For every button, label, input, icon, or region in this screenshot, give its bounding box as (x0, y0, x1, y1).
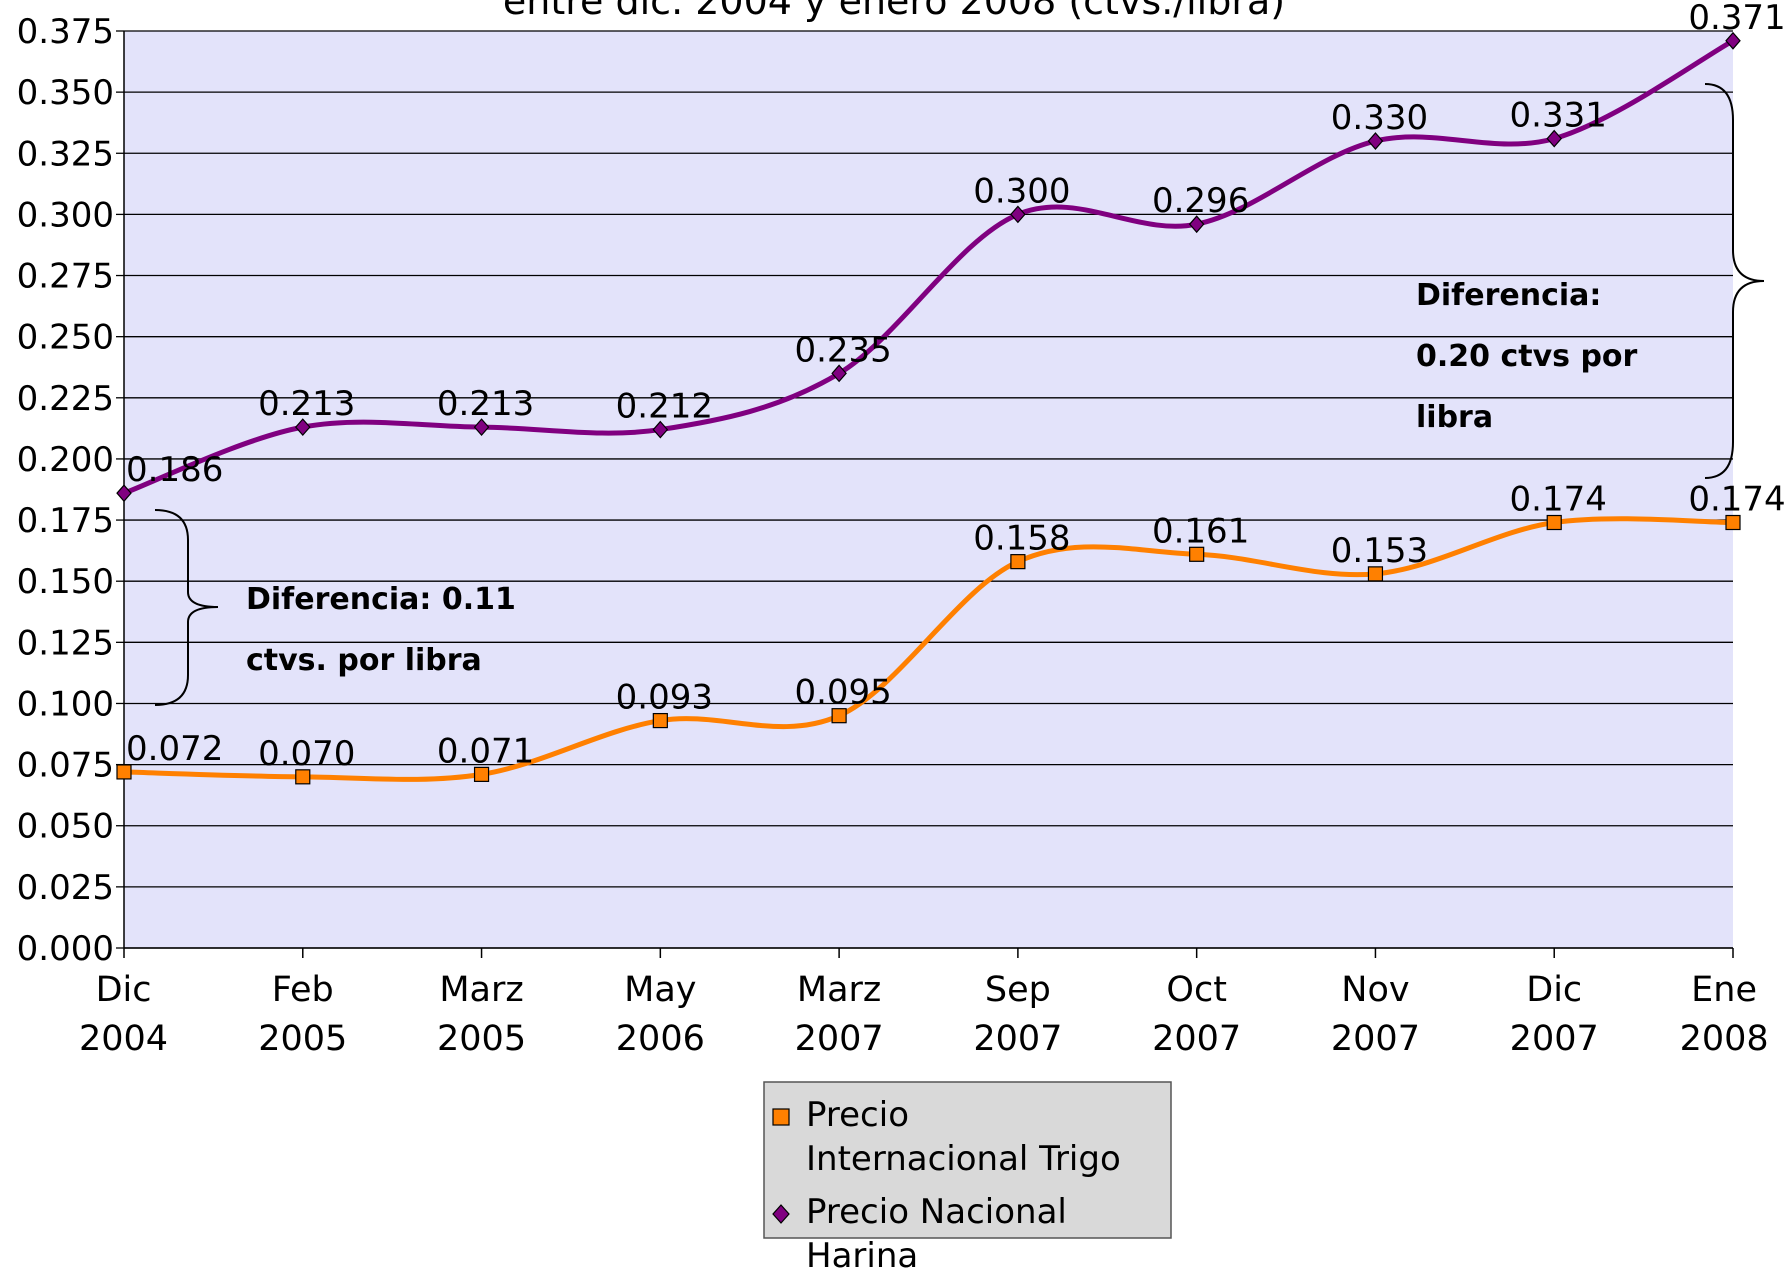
data-label: 0.161 (1152, 511, 1249, 551)
y-tick-label: 0.025 (17, 868, 114, 908)
marker (116, 764, 132, 780)
annotation: Diferencia: (1416, 278, 1601, 313)
marker (1367, 566, 1384, 582)
data-label: 0.213 (437, 384, 534, 424)
y-tick-label: 0.150 (17, 562, 114, 602)
marker (1725, 31, 1741, 50)
x-tick-label: Ene 2008 (1679, 970, 1769, 1059)
x-tick-label: Oct 2007 (1152, 970, 1242, 1059)
legend (763, 1081, 1172, 1239)
x-tick-label: Dic 2004 (79, 970, 169, 1059)
marker (1367, 132, 1384, 150)
marker (652, 712, 668, 729)
annotation: Diferencia: 0.11 (246, 582, 516, 617)
data-label: 0.371 (1688, 0, 1785, 38)
y-tick-label: 0.325 (17, 134, 114, 174)
data-label: 0.158 (973, 519, 1070, 559)
marker (1010, 554, 1026, 570)
y-tick-label: 0.125 (17, 623, 114, 663)
marker (473, 418, 490, 437)
y-tick-label: 0.175 (17, 501, 114, 541)
chart: entre dic. 2004 y enero 2008 (ctvs./libr… (17, 0, 1786, 1239)
data-label: 0.296 (1152, 181, 1249, 221)
brace (154, 509, 219, 706)
data-label: 0.095 (794, 673, 891, 713)
marker (652, 420, 669, 439)
marker (831, 364, 847, 383)
x-tick-label: Sep 2007 (973, 970, 1063, 1059)
marker (1189, 546, 1205, 562)
y-tick-label: 0.350 (17, 73, 114, 113)
y-tick-label: 0.275 (17, 257, 114, 297)
data-label: 0.212 (616, 387, 713, 427)
marker (1546, 129, 1563, 148)
y-tick-label: 0.225 (17, 379, 114, 419)
data-label: 0.235 (794, 330, 891, 370)
data-label: 0.153 (1331, 531, 1428, 571)
data-label: 0.174 (1510, 480, 1607, 520)
y-tick-label: 0.200 (17, 440, 114, 480)
page: entre dic. 2004 y enero 2008 (ctvs./libr… (16, 0, 1786, 1276)
chart-title: entre dic. 2004 y enero 2008 (ctvs./libr… (503, 0, 1285, 23)
x-tick-label: Nov 2007 (1330, 970, 1420, 1059)
marker (473, 766, 490, 782)
marker (1546, 514, 1562, 531)
series-line (123, 38, 1735, 496)
data-label: 0.300 (973, 171, 1070, 211)
legend-marker (772, 1108, 790, 1126)
marker (116, 484, 132, 503)
x-tick-label: Marz 2005 (437, 970, 527, 1059)
data-label: 0.093 (616, 678, 713, 718)
legend-label: Precio Internacional Trigo (806, 1095, 1121, 1179)
brace (1704, 83, 1765, 479)
data-label: 0.071 (437, 731, 534, 771)
y-tick-label: 0.050 (17, 807, 114, 847)
data-label: 0.330 (1331, 98, 1428, 138)
data-label: 0.070 (258, 734, 355, 774)
marker (294, 418, 311, 437)
annotation: ctvs. por libra (246, 643, 482, 678)
legend-marker (772, 1204, 790, 1224)
y-tick-label: 0.075 (17, 746, 114, 786)
data-label: 0.213 (258, 384, 355, 424)
y-tick-label: 0.250 (17, 318, 114, 358)
annotation: 0.20 ctvs por (1416, 339, 1638, 374)
series-line (123, 516, 1734, 782)
marker (831, 708, 847, 724)
y-tick-label: 0.375 (17, 12, 114, 52)
data-label: 0.174 (1688, 480, 1785, 520)
marker (295, 769, 311, 785)
x-tick-label: Dic 2007 (1509, 970, 1599, 1059)
x-tick-label: Feb 2005 (258, 970, 348, 1059)
marker (1010, 205, 1026, 224)
x-tick-label: May 2006 (615, 970, 705, 1059)
data-label: 0.186 (126, 450, 223, 490)
y-tick-label: 0.300 (17, 195, 114, 235)
x-tick-label: Marz 2007 (794, 970, 884, 1059)
data-label: 0.331 (1510, 96, 1607, 136)
plot-area (124, 31, 1733, 948)
y-tick-label: 0.000 (17, 929, 114, 969)
marker (1188, 215, 1205, 234)
legend-label: Precio Nacional Harina (806, 1192, 1067, 1276)
marker (1725, 514, 1741, 531)
annotation: libra (1416, 400, 1493, 435)
y-tick-label: 0.100 (17, 684, 114, 724)
data-label: 0.072 (126, 729, 223, 769)
